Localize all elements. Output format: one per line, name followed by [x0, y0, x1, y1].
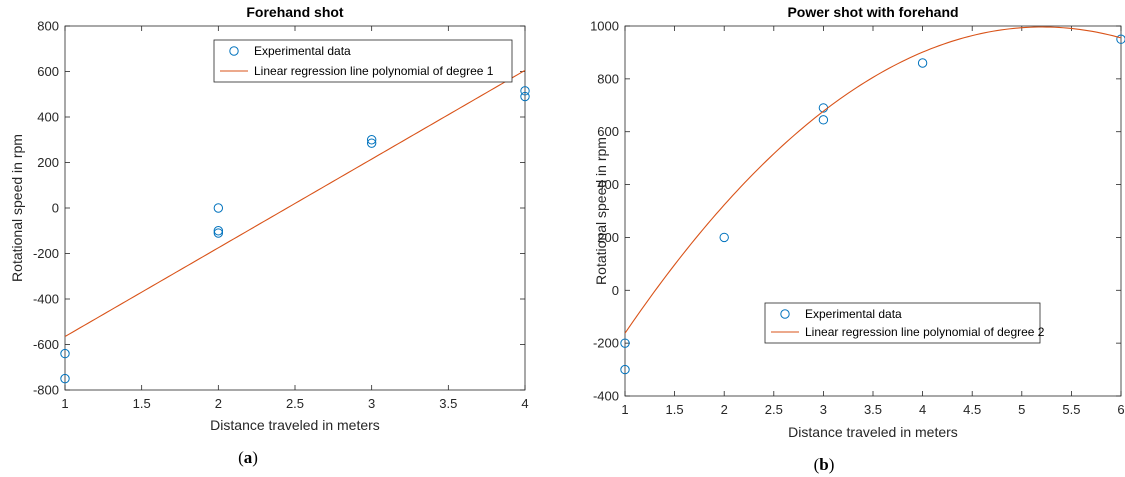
data-point [60, 348, 70, 359]
y-tick-label: 400 [597, 177, 619, 192]
data-point [1116, 34, 1125, 44]
chart-panel-power-shot: 1 1.5 2 2.5 3 3.5 4 4.5 5 5.5 6 -400 -200 0 200 400 600 8… [590, 4, 1125, 474]
caption-open-paren: ( [238, 448, 244, 467]
caption-close-paren: ) [252, 448, 258, 467]
x-tick-label: 1.5 [133, 396, 151, 411]
x-tick-label: 4.5 [963, 402, 981, 417]
x-tick-label: 5 [1018, 402, 1025, 417]
legend-label: Experimental data [254, 44, 351, 58]
data-point [213, 226, 224, 236]
legend: Experimental data Linear regression line … [213, 39, 513, 83]
chart-panel-forehand-shot: 1 1.5 2 2.5 3 3.5 4 -800 -600 -400 -200 0 200 400 600 8… [9, 4, 530, 467]
x-tick-label: 1 [61, 396, 68, 411]
y-tick-label: 0 [52, 201, 59, 216]
y-tick-label: 200 [37, 155, 59, 170]
x-tick-label: 5.5 [1062, 402, 1080, 417]
regression-line [65, 69, 525, 338]
legend: Experimental data Linear regression line … [764, 302, 1045, 344]
x-axis-label: Distance traveled in meters [210, 417, 380, 433]
data-point [520, 86, 530, 96]
legend-box [213, 39, 513, 83]
y-tick-label: 800 [597, 71, 619, 86]
x-tick-label: 4 [919, 402, 926, 417]
x-tick-label: 3.5 [864, 402, 882, 417]
caption-close-paren: ) [829, 455, 835, 474]
caption-letter: b [819, 455, 828, 474]
caption-letter: a [244, 448, 253, 467]
data-point [366, 135, 377, 145]
x-axis-label: Distance traveled in meters [788, 424, 958, 440]
data-point [366, 138, 377, 148]
y-tick-label: -200 [33, 246, 59, 261]
data-point [60, 373, 70, 384]
chart-title: Power shot with forehand [787, 4, 958, 20]
data-point [213, 228, 224, 238]
y-axis-label: Rotational speed in rpm [593, 137, 609, 285]
y-tick-label: -400 [593, 389, 619, 404]
data-point [917, 58, 928, 68]
x-tick-label: 6 [1117, 402, 1124, 417]
plot-area [64, 25, 526, 391]
x-tick-label: 1.5 [666, 402, 684, 417]
y-tick-label: -600 [33, 337, 59, 352]
y-tick-label: 600 [37, 64, 59, 79]
legend-marker-swatch [780, 309, 790, 319]
x-tick-label: 3.5 [439, 396, 457, 411]
x-tick-label: 2.5 [286, 396, 304, 411]
legend-box [764, 302, 1041, 344]
legend-label: Experimental data [805, 307, 902, 321]
panel-caption: (a) [238, 448, 258, 467]
x-tick-label: 3 [820, 402, 827, 417]
caption-open-paren: ( [814, 455, 820, 474]
y-tick-label: 600 [597, 124, 619, 139]
data-point [719, 232, 729, 243]
x-tick-label: 3 [368, 396, 375, 411]
legend-marker-swatch [229, 46, 239, 56]
data-point [818, 115, 829, 125]
x-tick-label: 2.5 [765, 402, 783, 417]
y-tick-label: 800 [37, 19, 59, 34]
y-tick-label: 0 [612, 283, 619, 298]
y-tick-label: -800 [33, 383, 59, 398]
legend-label: Linear regression line polynomial of deg… [254, 64, 494, 78]
y-tick-label: 1000 [590, 19, 619, 34]
data-point [620, 338, 630, 348]
y-tick-label: -400 [33, 292, 59, 307]
x-tick-label: 1 [621, 402, 628, 417]
regression-line [625, 26, 1121, 334]
data-point [620, 364, 630, 375]
y-tick-label: 200 [597, 230, 619, 245]
data-point [213, 203, 224, 213]
y-tick-label: -200 [593, 336, 619, 351]
y-axis-label: Rotational speed in rpm [9, 134, 25, 282]
x-tick-label: 2 [215, 396, 222, 411]
legend-label: Linear regression line polynomial of deg… [805, 325, 1045, 339]
x-tick-label: 2 [721, 402, 728, 417]
panel-caption: (b) [814, 455, 835, 474]
data-point [520, 91, 530, 102]
y-tick-label: 400 [37, 110, 59, 125]
x-tick-label: 4 [521, 396, 528, 411]
chart-title: Forehand shot [246, 4, 344, 20]
